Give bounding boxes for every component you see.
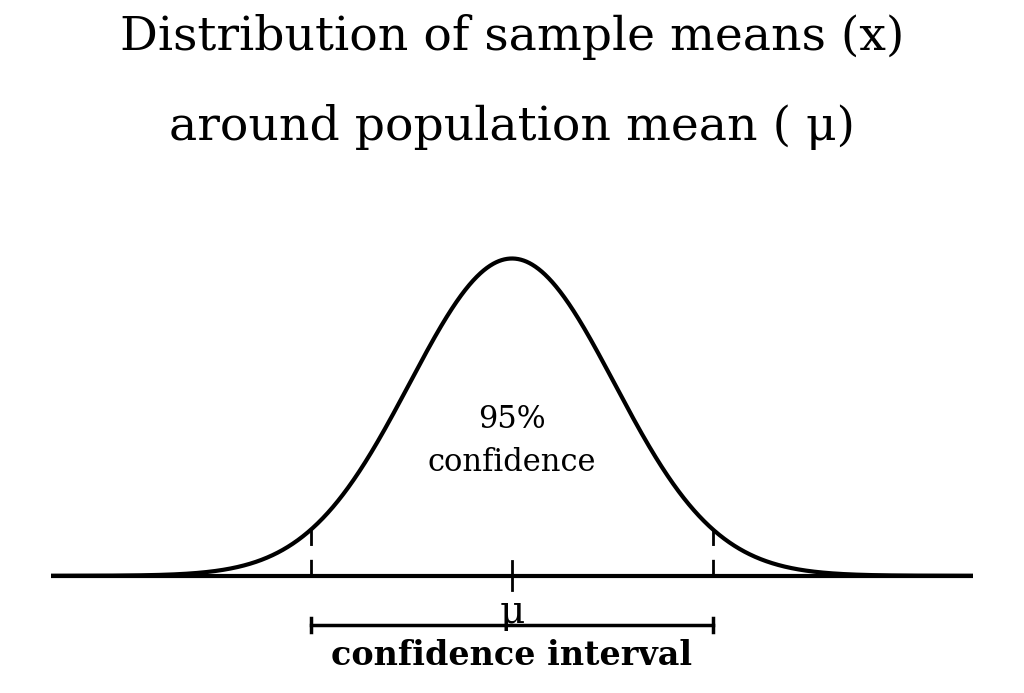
Text: μ: μ — [500, 594, 524, 631]
Text: Distribution of sample means (x): Distribution of sample means (x) — [120, 14, 904, 60]
Text: confidence interval: confidence interval — [332, 638, 692, 672]
Text: around population mean ( μ): around population mean ( μ) — [169, 104, 855, 150]
Text: 95%
confidence: 95% confidence — [428, 403, 596, 477]
